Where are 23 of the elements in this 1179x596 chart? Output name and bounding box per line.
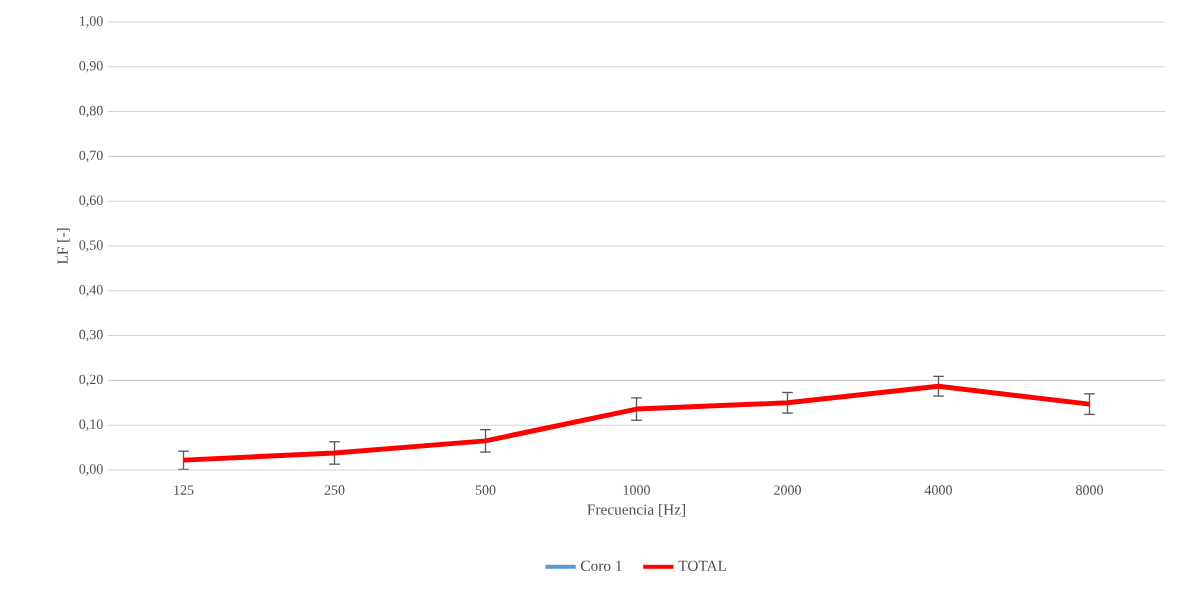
y-tick-label: 0,00 bbox=[79, 464, 103, 476]
y-tick-label: 1,00 bbox=[80, 16, 103, 28]
y-tick-label: 0,20 bbox=[79, 374, 103, 387]
x-tick-label: 8000 bbox=[1076, 485, 1103, 495]
line-series bbox=[181, 383, 1092, 463]
legend-label: TOTAL bbox=[678, 560, 727, 572]
y-tick-label: 0,30 bbox=[79, 329, 103, 342]
x-axis-title: Frecuencia [Hz] bbox=[587, 503, 685, 517]
y-tick-label: 0,60 bbox=[79, 195, 103, 207]
y-axis-title: LF [-] bbox=[56, 228, 70, 265]
y-tick-label: 0,80 bbox=[79, 105, 103, 118]
y-tick-label: 0,90 bbox=[79, 61, 103, 73]
x-tick-label: 500 bbox=[475, 485, 496, 495]
x-tick-label: 250 bbox=[324, 485, 345, 495]
x-tick-label: 2000 bbox=[774, 485, 801, 495]
y-tick-label: 0,50 bbox=[79, 240, 103, 252]
legend-label: Coro 1 bbox=[581, 560, 622, 572]
x-tick-label: 1000 bbox=[623, 485, 650, 495]
y-tick-label: 0,70 bbox=[79, 150, 103, 163]
x-tick-label: 4000 bbox=[924, 485, 952, 495]
y-tick-label: 0,10 bbox=[79, 419, 103, 431]
y-tick-label: 0,40 bbox=[79, 285, 103, 297]
x-tick-label: 125 bbox=[174, 485, 194, 495]
